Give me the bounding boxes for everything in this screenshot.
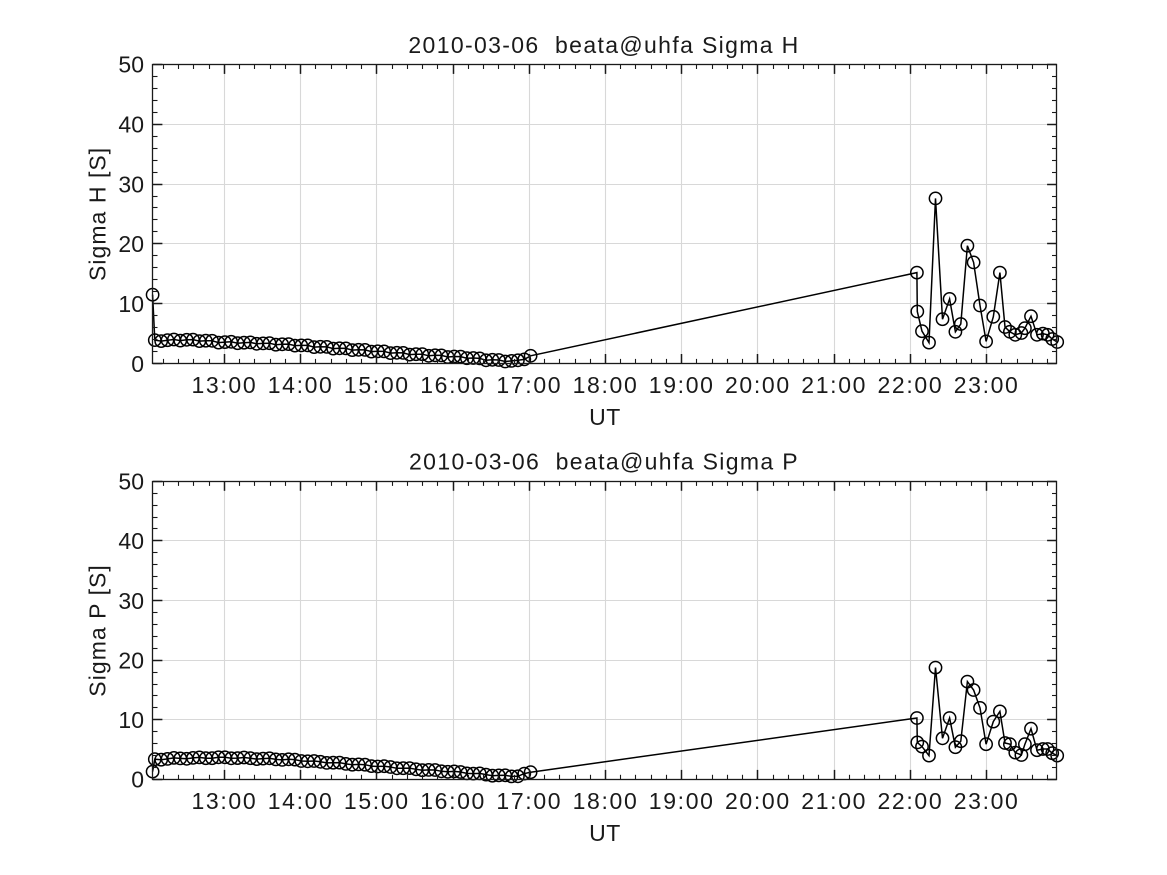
svg-text:13:00: 13:00 [191, 372, 257, 398]
svg-text:50: 50 [118, 52, 144, 78]
svg-text:30: 30 [118, 171, 144, 197]
svg-text:22:00: 22:00 [877, 372, 943, 398]
svg-text:10: 10 [118, 707, 144, 733]
svg-text:18:00: 18:00 [573, 372, 639, 398]
svg-text:30: 30 [118, 588, 144, 614]
svg-text:19:00: 19:00 [649, 788, 715, 814]
svg-text:13:00: 13:00 [191, 788, 257, 814]
svg-text:20: 20 [118, 231, 144, 257]
svg-text:21:00: 21:00 [801, 372, 867, 398]
svg-text:20: 20 [118, 648, 144, 674]
svg-text:14:00: 14:00 [268, 372, 334, 398]
svg-text:16:00: 16:00 [420, 788, 486, 814]
svg-text:17:00: 17:00 [496, 372, 562, 398]
svg-text:15:00: 15:00 [344, 372, 410, 398]
svg-text:20:00: 20:00 [725, 788, 791, 814]
svg-text:23:00: 23:00 [954, 788, 1020, 814]
svg-text:10: 10 [118, 291, 144, 317]
svg-text:14:00: 14:00 [268, 788, 334, 814]
svg-text:Sigma H [S]: Sigma H [S] [85, 147, 111, 281]
svg-text:50: 50 [118, 469, 144, 495]
svg-text:22:00: 22:00 [877, 788, 943, 814]
svg-text:2010-03-06 beata@uhfa Sigma P: 2010-03-06 beata@uhfa Sigma P [409, 449, 799, 475]
svg-text:UT: UT [589, 820, 621, 846]
svg-text:21:00: 21:00 [801, 788, 867, 814]
svg-text:40: 40 [118, 112, 144, 138]
svg-text:2010-03-06 beata@uhfa Sigma H: 2010-03-06 beata@uhfa Sigma H [408, 32, 799, 58]
svg-text:15:00: 15:00 [344, 788, 410, 814]
svg-text:Sigma P [S]: Sigma P [S] [85, 564, 111, 697]
svg-text:UT: UT [589, 404, 621, 430]
svg-text:23:00: 23:00 [954, 372, 1020, 398]
svg-text:19:00: 19:00 [649, 372, 715, 398]
svg-text:18:00: 18:00 [573, 788, 639, 814]
svg-text:0: 0 [131, 351, 144, 377]
svg-text:17:00: 17:00 [496, 788, 562, 814]
svg-text:40: 40 [118, 528, 144, 554]
svg-text:20:00: 20:00 [725, 372, 791, 398]
svg-text:0: 0 [131, 767, 144, 793]
svg-text:16:00: 16:00 [420, 372, 486, 398]
